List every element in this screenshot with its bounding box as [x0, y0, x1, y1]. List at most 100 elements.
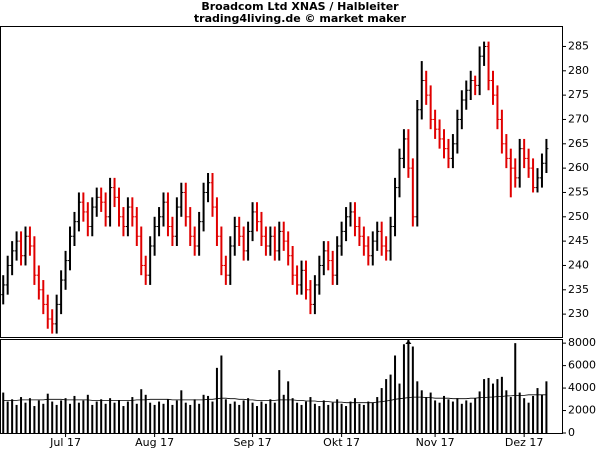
volume-bar: [367, 401, 370, 433]
volume-bar: [523, 398, 526, 433]
volume-bar: [149, 402, 152, 433]
y-tick-label: 275: [568, 88, 589, 101]
volume-bar: [491, 383, 494, 433]
volume-bar: [398, 383, 401, 433]
volume-bar: [46, 393, 49, 433]
volume-bar: [104, 403, 107, 433]
volume-bar: [500, 376, 503, 433]
volume-bar: [82, 400, 85, 433]
volume-bar: [487, 377, 490, 433]
volume-bar: [322, 400, 325, 433]
volume-bar: [514, 343, 517, 433]
volume-average: [3, 394, 547, 404]
volume-bar: [229, 403, 232, 433]
volume-bar: [55, 404, 58, 433]
volume-bar: [144, 394, 147, 433]
volume-bar: [269, 399, 272, 433]
volume-bar: [376, 397, 379, 433]
volume-frame: [0, 339, 563, 434]
volume-bar: [309, 397, 312, 433]
volume-bar: [402, 344, 405, 433]
volume-bar: [113, 402, 116, 433]
volume-bar: [64, 398, 67, 433]
y-tick-label: 240: [568, 258, 589, 271]
volume-bar: [349, 401, 352, 433]
y-tick-label: 6000: [568, 359, 596, 372]
volume-bar: [247, 398, 250, 433]
volume-bar: [287, 381, 290, 433]
volume-bar: [474, 398, 477, 433]
volume-bar: [33, 406, 36, 433]
volume-bar: [318, 406, 321, 433]
volume-bar: [438, 402, 441, 433]
volume-bar: [117, 400, 120, 433]
volume-bar: [51, 401, 54, 433]
volume-bar: [162, 403, 165, 433]
volume-bar: [273, 402, 276, 433]
volume-bar: [451, 401, 454, 433]
volume-bar: [394, 355, 397, 433]
volume-bar: [184, 402, 187, 433]
y-tick-label: 265: [568, 137, 589, 150]
volume-bar: [443, 395, 446, 433]
volume-bar: [242, 400, 245, 433]
volume-bar: [291, 398, 294, 433]
volume-bar: [505, 390, 508, 433]
volume-bar: [300, 404, 303, 433]
volume-bar: [153, 404, 156, 433]
volume-bar: [385, 379, 388, 433]
volume-bar: [429, 392, 432, 433]
x-tick-label: Okt 17: [323, 436, 360, 449]
volume-bar: [198, 403, 201, 433]
volume-bar: [37, 400, 40, 433]
volume-bar: [447, 399, 450, 433]
y-tick-label: 230: [568, 307, 589, 320]
x-tick-label: Jul 17: [49, 436, 81, 449]
volume-bar: [11, 399, 14, 433]
volume-bar: [264, 403, 267, 433]
y-tick-label: 260: [568, 161, 589, 174]
volume-bar: [313, 403, 316, 433]
volume-bar: [251, 402, 254, 433]
volume-bar: [420, 390, 423, 433]
volume-bar: [496, 379, 499, 433]
volume-bar: [327, 404, 330, 433]
volume-bar: [42, 403, 45, 433]
price-frame: [0, 26, 563, 338]
volume-bar: [331, 402, 334, 433]
volume-bar: [358, 403, 361, 433]
volume-bar: [380, 388, 383, 433]
volume-bar: [411, 346, 414, 433]
volume-bar: [465, 400, 468, 433]
volume-bar: [527, 402, 530, 433]
y-tick-label: 280: [568, 64, 589, 77]
volume-bar: [91, 404, 94, 433]
volume-bar: [407, 340, 410, 433]
volume-bar: [483, 379, 486, 433]
volume-bar: [100, 399, 103, 433]
volume-bar: [233, 401, 236, 433]
volume-bar: [175, 400, 178, 433]
y-tick-label: 245: [568, 234, 589, 247]
y-tick-label: 250: [568, 210, 589, 223]
overflow-arrow: [405, 340, 412, 344]
chart-subtitle: trading4living.de © market maker: [194, 12, 407, 25]
volume-bar: [540, 394, 543, 433]
y-tick-label: 2000: [568, 404, 596, 417]
y-tick-label: 270: [568, 112, 589, 125]
volume-bar: [166, 399, 169, 433]
volume-bar: [238, 404, 241, 433]
volume-bar: [95, 401, 98, 433]
volume-bar: [2, 392, 5, 433]
volume-bar: [69, 403, 72, 433]
volume-bar: [211, 401, 214, 433]
volume-bar: [532, 395, 535, 433]
volume-bar: [202, 394, 205, 433]
volume-bar: [189, 404, 192, 433]
volume-bar: [215, 367, 218, 433]
volume-bar: [362, 404, 365, 433]
y-tick-label: 285: [568, 39, 589, 52]
y-tick-label: 255: [568, 185, 589, 198]
volume-bar: [220, 355, 223, 433]
volume-bar: [353, 398, 356, 433]
